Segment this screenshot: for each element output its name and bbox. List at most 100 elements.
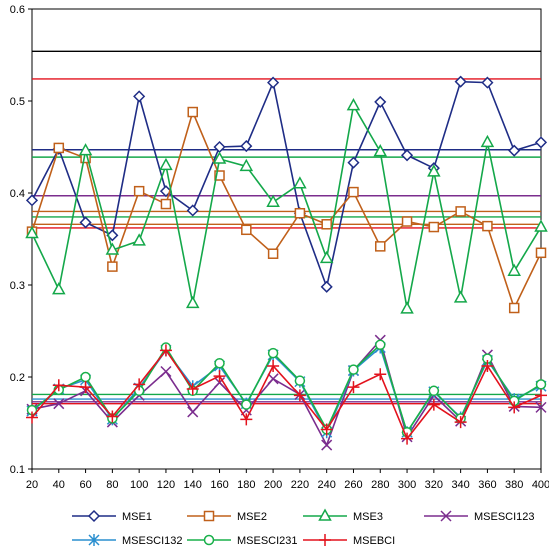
data-point-msebci bbox=[401, 432, 414, 445]
y-tick-label: 0.5 bbox=[10, 96, 25, 108]
data-point-mse1 bbox=[240, 140, 253, 153]
data-point-msebci bbox=[481, 359, 494, 372]
x-tick-label: 360 bbox=[478, 479, 496, 491]
legend-label: MSESCI231 bbox=[237, 535, 298, 547]
data-point-msebci bbox=[240, 413, 253, 426]
x-tick-label: 200 bbox=[264, 479, 282, 491]
data-point-mse3 bbox=[185, 295, 200, 309]
data-point-msebci bbox=[320, 423, 333, 436]
x-tick-label: 320 bbox=[425, 479, 443, 491]
legend-swatch-marker bbox=[87, 509, 101, 523]
legend-item-msesci123: MSESCI123 bbox=[424, 510, 535, 523]
x-tick-label: 120 bbox=[157, 479, 175, 491]
data-point-mse3 bbox=[132, 233, 146, 246]
x-tick-label: 140 bbox=[184, 479, 202, 491]
legend-label: MSE1 bbox=[122, 511, 152, 523]
data-point-mse1 bbox=[374, 95, 387, 108]
x-tick-label: 280 bbox=[371, 479, 389, 491]
data-point-msesci231 bbox=[80, 371, 91, 383]
data-point-mse3 bbox=[480, 134, 495, 148]
series-line-msesci123 bbox=[31, 338, 542, 448]
data-point-msebci bbox=[213, 370, 226, 383]
x-tick-label: 60 bbox=[79, 479, 91, 491]
data-point-mse2 bbox=[482, 220, 493, 232]
data-point-msesci231 bbox=[348, 364, 359, 375]
x-tick-label: 240 bbox=[318, 479, 336, 491]
data-point-mse2 bbox=[535, 247, 547, 259]
data-point-mse2 bbox=[508, 302, 520, 314]
data-point-mse1 bbox=[320, 280, 333, 293]
data-point-mse3 bbox=[52, 282, 66, 295]
x-tick-label: 180 bbox=[237, 479, 255, 491]
data-point-msesci123 bbox=[321, 439, 333, 451]
data-point-mse3 bbox=[266, 194, 280, 207]
data-point-mse3 bbox=[534, 219, 548, 232]
legend-item-msesci132: MSESCI132 bbox=[72, 534, 183, 547]
x-tick-label: 80 bbox=[106, 479, 118, 491]
y-tick-label: 0.2 bbox=[10, 372, 25, 384]
legend-item-mse3: MSE3 bbox=[303, 508, 383, 523]
data-point-mse3 bbox=[78, 143, 93, 156]
data-point-mse2 bbox=[187, 106, 198, 118]
y-tick-label: 0.6 bbox=[10, 4, 25, 16]
data-point-mse1 bbox=[133, 90, 146, 103]
data-point-mse3 bbox=[239, 158, 254, 172]
data-point-mse3 bbox=[212, 151, 227, 164]
series-msesci231 bbox=[26, 339, 547, 438]
data-point-msebci bbox=[267, 359, 280, 372]
data-point-mse1 bbox=[481, 76, 494, 89]
series-msesci123 bbox=[26, 334, 547, 451]
legend-swatch-marker bbox=[203, 510, 215, 522]
data-point-mse3 bbox=[293, 176, 307, 189]
legend: MSE1 MSE2 MSE3 MSESCI123 MSESCI132 MSESCI231 M… bbox=[72, 508, 535, 547]
data-point-mse1 bbox=[534, 136, 548, 149]
legend-swatch-marker bbox=[319, 534, 331, 546]
legend-swatch-marker bbox=[318, 508, 332, 521]
data-point-msebci bbox=[293, 389, 306, 402]
data-point-msebci bbox=[133, 378, 146, 391]
legend-label: MSEBCI bbox=[353, 535, 395, 547]
data-point-mse1 bbox=[186, 204, 199, 217]
data-point-mse2 bbox=[428, 221, 440, 233]
data-point-msesci123 bbox=[267, 373, 279, 385]
plot-area-frame bbox=[31, 8, 542, 470]
data-point-msebci bbox=[106, 410, 119, 423]
y-axis: 0.1 0.2 0.3 0.4 0.5 0.6 bbox=[10, 4, 32, 476]
legend-item-mse1: MSE1 bbox=[72, 509, 152, 523]
data-point-mse2 bbox=[107, 261, 118, 272]
x-tick-label: 340 bbox=[451, 479, 469, 491]
legend-item-msesci231: MSESCI231 bbox=[187, 534, 298, 547]
legend-label: MSESCI132 bbox=[122, 535, 183, 547]
data-point-msebci bbox=[186, 382, 199, 395]
data-point-mse3 bbox=[453, 290, 468, 303]
data-point-msebci bbox=[347, 381, 360, 394]
legend-swatch-marker bbox=[440, 510, 452, 522]
x-axis: 20 40 60 80 100 120 140 160 180 200 220 240 260 280 30… bbox=[26, 469, 549, 491]
data-point-msebci bbox=[52, 379, 65, 392]
data-point-mse2 bbox=[160, 198, 172, 210]
x-tick-label: 220 bbox=[291, 479, 309, 491]
data-point-msesci231 bbox=[375, 339, 386, 351]
data-point-mse3 bbox=[346, 98, 361, 111]
series-mse2 bbox=[26, 106, 547, 314]
data-point-mse2 bbox=[133, 185, 145, 197]
data-point-mse2 bbox=[348, 186, 359, 198]
data-point-mse3 bbox=[159, 157, 173, 171]
reference-lines bbox=[32, 50, 541, 405]
data-point-msesci231 bbox=[214, 357, 225, 369]
x-tick-label: 260 bbox=[344, 479, 362, 491]
x-tick-label: 400 bbox=[532, 479, 549, 491]
data-point-mse2 bbox=[267, 248, 279, 259]
data-point-msesci231 bbox=[535, 379, 547, 390]
legend-label: MSESCI123 bbox=[474, 511, 535, 523]
data-point-mse1 bbox=[454, 75, 467, 88]
data-point-mse2 bbox=[375, 241, 386, 252]
data-point-mse2 bbox=[294, 207, 306, 219]
series-msebci bbox=[26, 344, 547, 445]
series-line-mse3 bbox=[31, 103, 542, 310]
data-point-msesci123 bbox=[187, 406, 199, 418]
x-tick-label: 160 bbox=[210, 479, 228, 491]
data-point-mse2 bbox=[401, 216, 413, 227]
data-point-msebci bbox=[535, 389, 547, 402]
